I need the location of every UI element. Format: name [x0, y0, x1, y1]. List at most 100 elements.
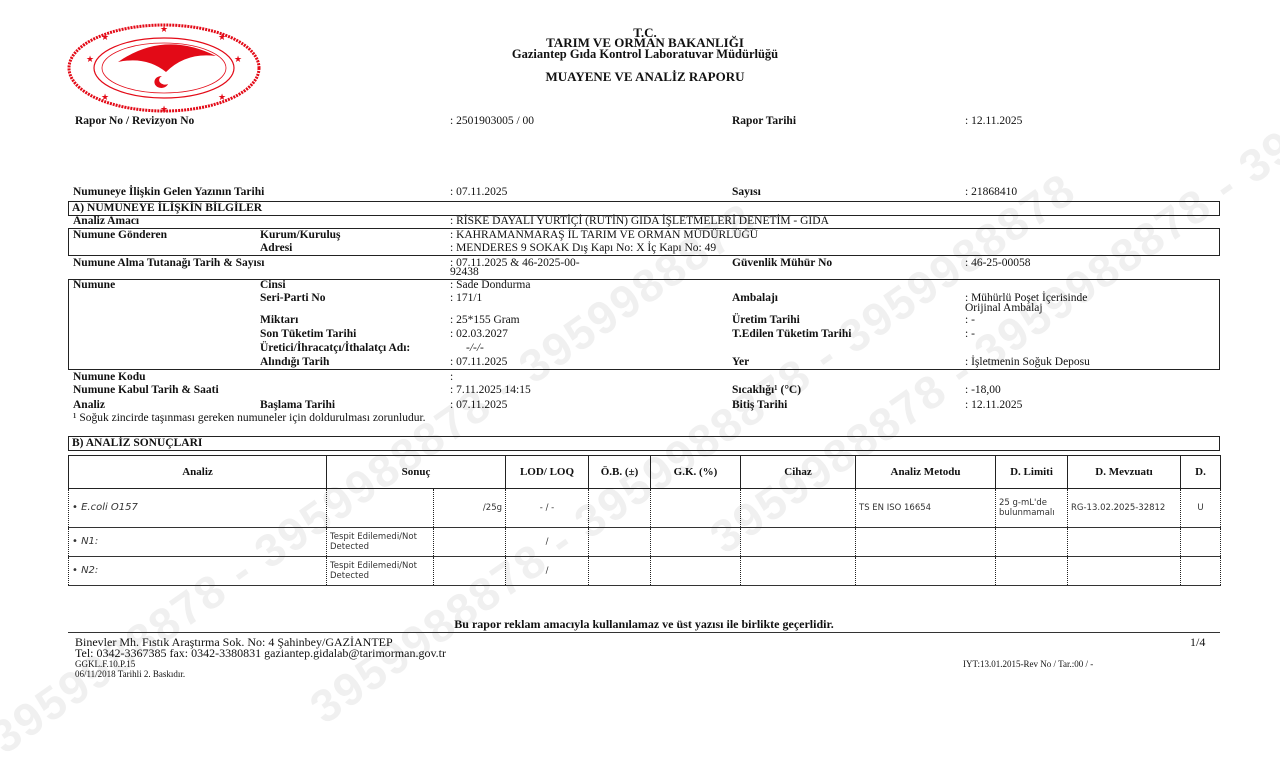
cell-birim: [433, 556, 506, 586]
temp-value: : -18,00: [965, 384, 1001, 396]
qty-label: Miktarı: [260, 314, 299, 326]
header-ministry: TARIM VE ORMAN BAKANLIĞI: [546, 35, 744, 50]
col-analiz: Analiz: [68, 455, 327, 489]
org-label: Kurum/Kuruluş: [260, 229, 341, 241]
package-value: : Mühürlü Poşet İçerisinde: [965, 292, 1088, 304]
report-no-value: : 2501903005 / 00: [450, 115, 535, 127]
analysis-label: Analiz: [73, 399, 105, 411]
cell-lod: /: [505, 527, 589, 557]
cell-mevzuat: RG-13.02.2025-32812: [1067, 488, 1181, 528]
rec-expiry-label: T.Edilen Tüketim Tarihi: [732, 328, 852, 340]
cell-gk: [650, 556, 741, 586]
report-date-label: Rapor Tarihi: [732, 115, 797, 127]
col-metod: Analiz Metodu: [855, 455, 996, 489]
cell-mevzuat: [1067, 527, 1181, 557]
expiry-label: Son Tüketim Tarihi: [260, 328, 357, 340]
address-label: Adresi: [260, 242, 293, 254]
svg-text:★: ★: [86, 54, 94, 64]
sender-box: [68, 228, 1220, 256]
cell-limit: 25 g-mL'de bulunmamalı: [995, 488, 1068, 528]
cell-cihaz: [740, 488, 856, 528]
producer-label: Üretici/İhracatçı/İthalatçı Adı:: [260, 342, 411, 354]
cell-gk: [650, 527, 741, 557]
accept-value: : 7.11.2025 14:15: [450, 384, 531, 396]
sampling-label: Numune Alma Tutanağı Tarih & Sayısı: [73, 257, 265, 269]
table-row: • N1: Tespit Edilemedi/Not Detected /: [68, 527, 1221, 557]
cell-cihaz: [740, 527, 856, 557]
cell-d: [1180, 527, 1221, 557]
svg-text:★: ★: [160, 24, 168, 34]
cell-analiz: • N2:: [68, 556, 327, 586]
sample-box: [68, 279, 1220, 370]
seal-value: : 46-25-00058: [965, 257, 1031, 269]
cell-analiz: • N1:: [68, 527, 327, 557]
svg-text:★: ★: [160, 104, 168, 114]
form-code: GGKL.F.10.P.15: [75, 659, 136, 669]
table-header-row: Analiz Sonuç LOD/ LOQ Ö.B. (±) G.K. (%) …: [68, 455, 1221, 489]
col-sonuc: Sonuç: [326, 455, 506, 489]
cell-ob: [588, 527, 651, 557]
col-mevzuat: D. Mevzuatı: [1067, 455, 1181, 489]
header-tc: T.C.: [633, 25, 657, 40]
seal-label: Güvenlik Mühür No: [732, 257, 833, 269]
prod-date-value: : -: [965, 314, 975, 326]
code-value: :: [450, 371, 454, 383]
results-table: Analiz Sonuç LOD/ LOQ Ö.B. (±) G.K. (%) …: [68, 455, 1221, 586]
cell-metod: [855, 527, 996, 557]
batch-value: : 171/1: [450, 292, 483, 304]
header-lab: Gaziantep Gıda Kontrol Laboratuvar Müdür…: [511, 47, 779, 61]
type-label: Cinsi: [260, 279, 286, 291]
section-b-header: [68, 436, 1220, 451]
cell-metod: [855, 556, 996, 586]
taken-date-label: Alındığı Tarih: [260, 356, 330, 368]
accept-label: Numune Kabul Tarih & Saati: [73, 384, 219, 396]
letter-count-value: : 21868410: [965, 186, 1018, 198]
ministry-logo: ★ ★ ★ ★ ★ ★ ★ ★: [67, 23, 261, 114]
page-number: 1/4: [1190, 635, 1206, 649]
report-date-value: : 12.11.2025: [965, 115, 1023, 127]
start-label: Başlama Tarihi: [260, 399, 336, 411]
col-lod: LOD/ LOQ: [505, 455, 589, 489]
cell-cihaz: [740, 556, 856, 586]
section-a-header: [68, 201, 1220, 216]
place-label: Yer: [732, 356, 750, 368]
cell-ob: [588, 556, 651, 586]
sampling-value: : 07.11.2025 & 46-2025-00-: [450, 257, 580, 269]
sample-label: Numune: [73, 279, 116, 291]
svg-text:★: ★: [101, 92, 109, 102]
org-value: : KAHRAMANMARAŞ İL TARIM VE ORMAN MÜDÜRL…: [450, 229, 759, 241]
cell-limit: [995, 556, 1068, 586]
print-info: 06/11/2018 Tarihli 2. Baskıdır.: [75, 669, 186, 679]
letter-date-value: : 07.11.2025: [450, 186, 508, 198]
batch-label: Seri-Parti No: [260, 292, 326, 304]
col-d: D.: [1180, 455, 1221, 489]
cell-sonuc: [326, 488, 434, 528]
cell-sonuc: Tespit Edilemedi/Not Detected: [326, 527, 434, 557]
report-no-label: Rapor No / Revizyon No: [75, 115, 195, 127]
end-label: Bitiş Tarihi: [732, 399, 788, 411]
package-value-cont: Orijinal Ambalaj: [965, 302, 1043, 314]
code-label: Numune Kodu: [73, 371, 146, 383]
cell-ob: [588, 488, 651, 528]
col-cihaz: Cihaz: [740, 455, 856, 489]
type-value: : Sade Dondurma: [450, 279, 531, 291]
footnote: ¹ Soğuk zincirde taşınması gereken numun…: [73, 412, 426, 424]
footer-contact: Tel: 0342-3367385 fax: 0342-3380831 gazi…: [75, 646, 447, 660]
letter-date-label: Numuneye İlişkin Gelen Yazının Tarihi: [73, 186, 265, 198]
taken-date-value: : 07.11.2025: [450, 356, 508, 368]
sampling-value-cont: 92438: [450, 266, 479, 278]
footer-address: Binevler Mh. Fıstık Araştırma Sok. No: 4…: [75, 635, 393, 649]
place-value: : İşletmenin Soğuk Deposu: [965, 356, 1090, 368]
cell-limit: [995, 527, 1068, 557]
package-label: Ambalajı: [732, 292, 778, 304]
temp-label: Sıcaklığı¹ (°C): [732, 384, 802, 396]
svg-text:★: ★: [234, 54, 242, 64]
svg-text:★: ★: [218, 92, 226, 102]
cell-mevzuat: [1067, 556, 1181, 586]
cell-birim: [433, 527, 506, 557]
cell-gk: [650, 488, 741, 528]
cell-d: U: [1180, 488, 1221, 528]
report-title: MUAYENE VE ANALİZ RAPORU: [545, 69, 745, 84]
sender-label: Numune Gönderen: [73, 229, 168, 241]
start-value: : 07.11.2025: [450, 399, 508, 411]
